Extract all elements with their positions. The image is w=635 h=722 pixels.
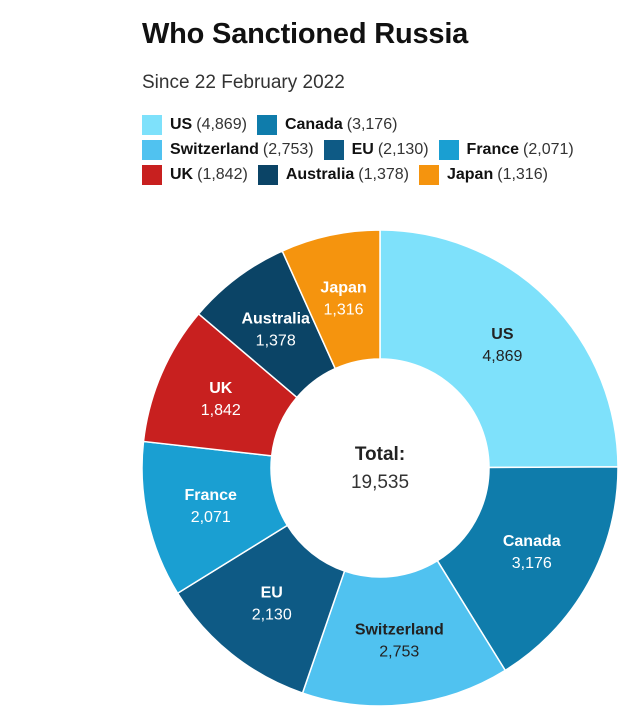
legend-label-japan: Japan: [446, 165, 494, 183]
legend-value-eu: (2,130): [377, 140, 429, 158]
legend-swatch-canada: [256, 114, 277, 135]
slice-japan: [281, 229, 381, 370]
legend-value-australia: (1,378): [358, 165, 409, 183]
total-label: Total:: [355, 444, 405, 465]
chart-title: Who Sanctioned Russia: [142, 18, 469, 50]
legend-value-japan: (1,316): [497, 165, 548, 183]
legend-item-canada: Canada (3,176): [256, 114, 398, 135]
slice-value-uk: 1,842: [201, 402, 241, 419]
legend-swatch-uk: [142, 164, 162, 185]
legend-item-france: France (2,071): [438, 139, 574, 160]
slice-label-france: France: [184, 487, 237, 504]
legend-swatch-australia: [257, 164, 278, 185]
slice-value-eu: 2,130: [252, 607, 292, 624]
slice-label-canada: Canada: [503, 533, 561, 550]
total-value: 19,535: [351, 472, 409, 493]
legend-label-eu: EU: [351, 140, 374, 158]
legend-label-australia: Australia: [285, 165, 355, 183]
legend-label-uk: UK: [170, 165, 194, 183]
legend-row: US (4,869) Canada (3,176): [142, 112, 622, 137]
legend-swatch-switzerland: [142, 139, 162, 160]
legend-swatch-japan: [418, 164, 439, 185]
legend-value-switzerland: (2,753): [262, 140, 314, 158]
legend-value-france: (2,071): [523, 140, 574, 158]
legend-item-australia: Australia (1,378): [257, 164, 409, 185]
slice-value-switzerland: 2,753: [379, 643, 419, 660]
legend-swatch-eu: [323, 139, 344, 160]
chart-subtitle: Since 22 February 2022: [142, 72, 345, 93]
legend-item-switzerland: Switzerland (2,753): [142, 139, 314, 160]
slice-label-switzerland: Switzerland: [355, 621, 444, 638]
legend-value-us: (4,869): [196, 115, 247, 133]
slice-value-canada: 3,176: [512, 555, 552, 572]
legend-label-canada: Canada: [284, 115, 343, 133]
slice-us: [379, 229, 619, 469]
legend-item-uk: UK (1,842): [142, 164, 248, 185]
slice-value-australia: 1,378: [256, 332, 296, 349]
legend-value-canada: (3,176): [346, 115, 398, 133]
slice-canada: [436, 466, 619, 672]
legend-row: UK (1,842) Australia (1,378) Japan (1,316): [142, 162, 622, 187]
legend-label-switzerland: Switzerland: [170, 140, 259, 158]
slice-label-japan: Japan: [320, 279, 366, 296]
legend: US (4,869) Canada (3,176) Switzerland (2,753)…: [142, 112, 622, 187]
legend-swatch-us: [142, 114, 162, 135]
slice-value-japan: 1,316: [324, 301, 364, 318]
slice-value-france: 2,071: [191, 509, 231, 526]
slice-label-eu: EU: [261, 585, 283, 602]
legend-label-us: US: [170, 115, 193, 133]
slice-switzerland: [301, 559, 507, 707]
legend-row: Switzerland (2,753) EU (2,130) France (2,071): [142, 137, 622, 162]
slice-label-uk: UK: [209, 380, 233, 397]
legend-item-us: US (4,869): [142, 114, 247, 135]
legend-swatch-france: [438, 139, 459, 160]
slice-label-australia: Australia: [241, 310, 310, 327]
legend-item-japan: Japan (1,316): [418, 164, 548, 185]
legend-item-eu: EU (2,130): [323, 139, 429, 160]
legend-label-france: France: [466, 140, 520, 158]
slice-label-us: US: [491, 326, 514, 343]
slice-value-us: 4,869: [482, 348, 522, 365]
legend-value-uk: (1,842): [197, 165, 248, 183]
